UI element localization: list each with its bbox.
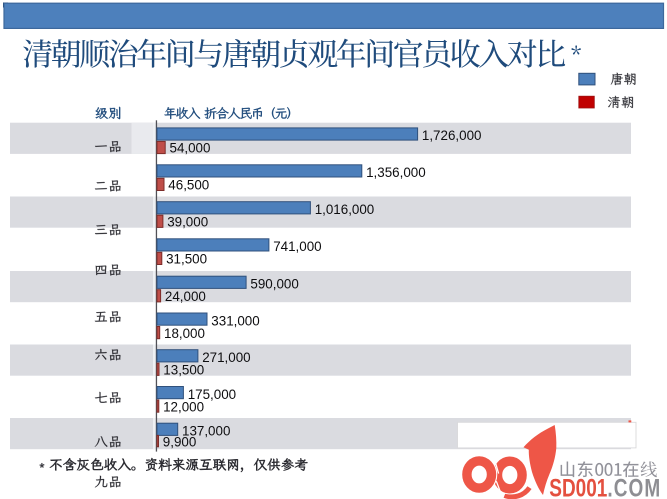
svg-text:741,000: 741,000 [273, 239, 321, 254]
svg-text:SD001.COM: SD001.COM [549, 474, 661, 499]
svg-text:1,726,000: 1,726,000 [422, 128, 482, 143]
svg-text:331,000: 331,000 [211, 313, 259, 328]
svg-text:590,000: 590,000 [250, 277, 298, 292]
svg-text:46,500: 46,500 [168, 178, 209, 193]
svg-text:137,000: 137,000 [182, 424, 230, 439]
svg-text:54,000: 54,000 [170, 141, 211, 156]
svg-text:13,500: 13,500 [163, 363, 204, 378]
svg-text:271,000: 271,000 [202, 350, 250, 365]
svg-text:24,000: 24,000 [165, 289, 206, 304]
svg-text:31,500: 31,500 [166, 252, 207, 267]
svg-text:1,016,000: 1,016,000 [315, 202, 375, 217]
svg-text:1,356,000: 1,356,000 [366, 165, 426, 180]
svg-text:39,000: 39,000 [167, 215, 208, 230]
svg-text:175,000: 175,000 [188, 387, 236, 402]
svg-text:9,900: 9,900 [163, 435, 197, 450]
svg-text:12,000: 12,000 [163, 399, 204, 414]
svg-text:18,000: 18,000 [164, 326, 205, 341]
